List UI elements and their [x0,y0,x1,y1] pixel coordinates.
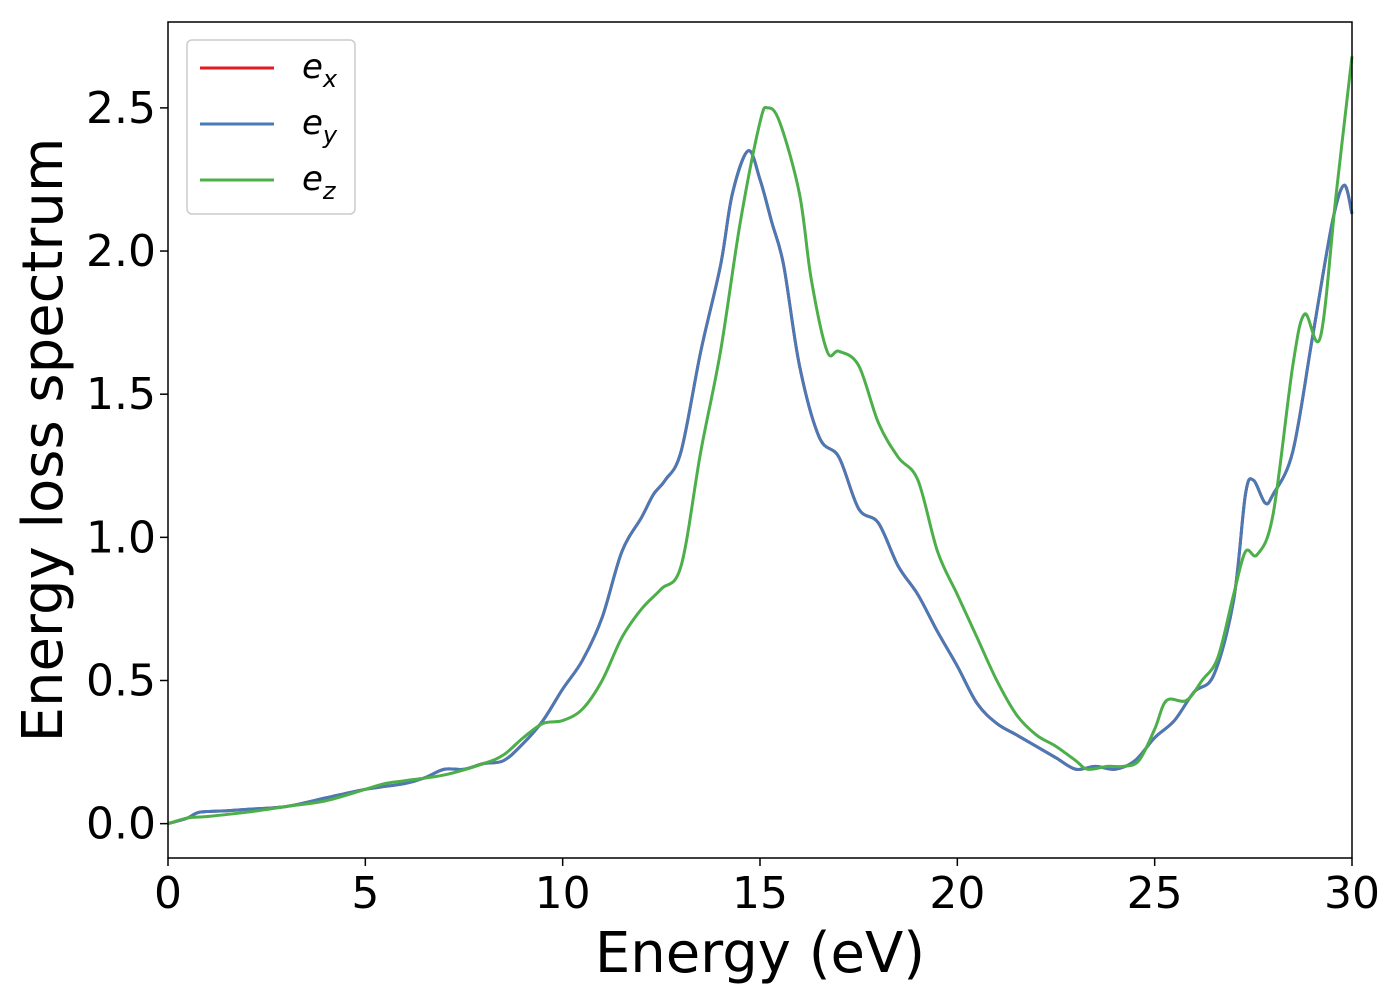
series-layer [167,56,1354,826]
y-tick-label: 1.0 [86,512,156,563]
y-tick-label: 1.5 [86,369,156,420]
y-tick-label: 0.5 [86,655,156,706]
series-line-ez [167,56,1354,826]
series-line-ey [167,149,1354,826]
x-axis-title: Energy (eV) [595,921,925,986]
x-tick-label: 5 [351,868,379,919]
y-tick-label: 2.0 [86,226,156,277]
legend-box [186,39,356,215]
y-ticks: 0.0 0.5 1.0 1.5 2.0 2.5 [86,83,168,850]
x-tick-label: 25 [1127,868,1183,919]
x-tick-label: 20 [929,868,985,919]
x-ticks: 0 5 10 15 20 25 30 [154,858,1380,919]
y-tick-label: 2.5 [86,83,156,134]
y-tick-label: 0.0 [86,799,156,850]
y-axis-title: Energy loss spectrum [11,138,76,743]
x-tick-label: 10 [535,868,591,919]
x-tick-label: 15 [732,868,788,919]
x-tick-label: 30 [1324,868,1380,919]
x-tick-label: 0 [154,868,182,919]
